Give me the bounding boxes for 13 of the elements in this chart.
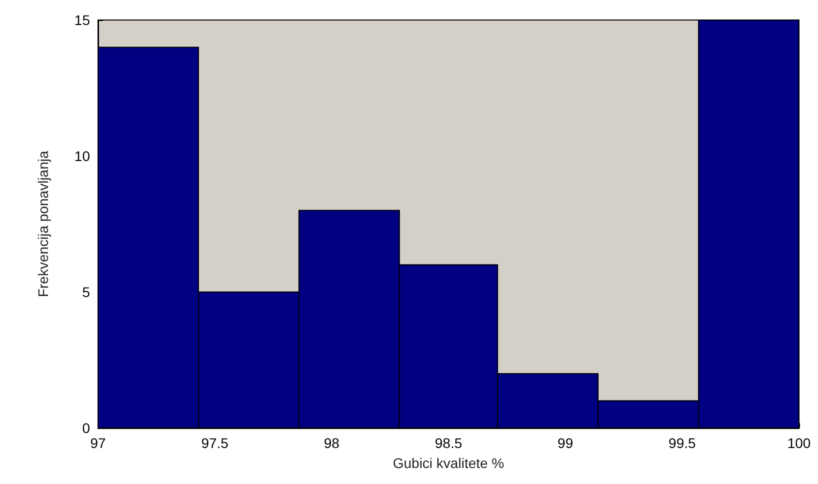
y-tick-label: 0 <box>82 420 90 436</box>
x-tick-label: 97.5 <box>201 435 229 451</box>
x-tick-label: 98.5 <box>434 435 462 451</box>
y-tick-label: 15 <box>74 12 90 28</box>
y-tick-label: 5 <box>82 284 90 300</box>
x-tick-label: 100 <box>787 435 811 451</box>
y-axis-title: Frekvencija ponavljanja <box>35 150 51 298</box>
x-tick-label: 99 <box>558 435 574 451</box>
x-tick-label: 99.5 <box>668 435 696 451</box>
x-axis-title: Gubici kvalitete % <box>392 455 504 471</box>
y-tick-label: 10 <box>74 148 90 164</box>
x-tick-label: 98 <box>324 435 340 451</box>
x-tick-label: 97 <box>90 435 106 451</box>
